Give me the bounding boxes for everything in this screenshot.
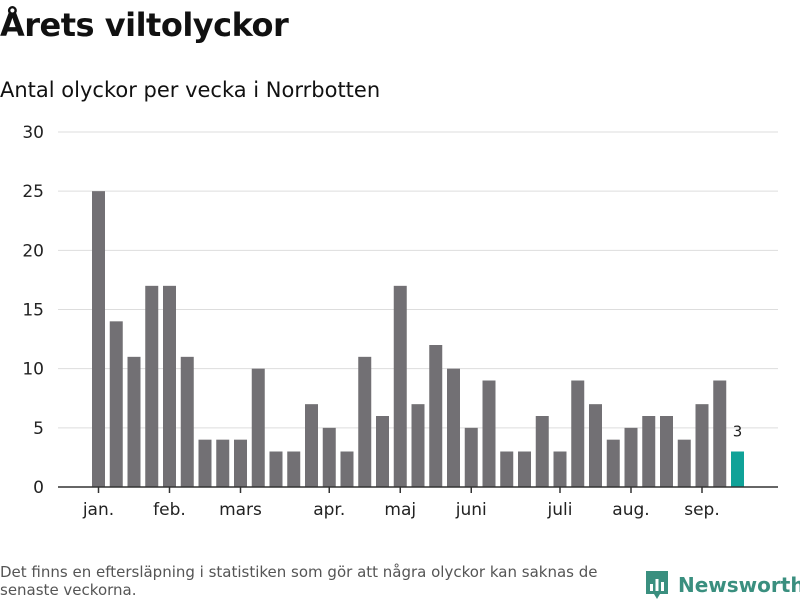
- bar: [677, 439, 691, 487]
- bar: [589, 404, 602, 487]
- brand-name: Newsworthy: [678, 573, 800, 597]
- bar: [393, 285, 407, 487]
- bar: [518, 451, 531, 487]
- x-tick-label: jan.: [82, 500, 114, 520]
- bar: [642, 416, 656, 487]
- y-tick-label: 0: [33, 478, 44, 498]
- bar: [180, 356, 194, 487]
- bar: [216, 439, 230, 487]
- x-tick-label: aug.: [612, 500, 649, 520]
- bar: [358, 356, 372, 487]
- newsworthy-logo-icon: [646, 571, 668, 599]
- y-tick-label: 30: [22, 123, 44, 143]
- bar: [127, 356, 141, 487]
- bar: [553, 451, 567, 487]
- y-tick-label: 15: [22, 301, 44, 321]
- bar-value-label: 3: [733, 423, 743, 441]
- bar: [287, 451, 301, 487]
- bar: [269, 451, 283, 487]
- bar: [322, 427, 336, 487]
- bar: [340, 451, 354, 487]
- bar: [376, 416, 389, 487]
- chart-subtitle: Antal olyckor per vecka i Norrbotten: [0, 78, 381, 102]
- bar: [305, 404, 318, 487]
- x-tick-label: mars: [219, 500, 262, 520]
- bar: [429, 345, 443, 487]
- bar: [606, 439, 620, 487]
- bar: [447, 368, 460, 487]
- bar: [624, 427, 638, 487]
- y-tick-label: 25: [22, 182, 44, 202]
- bar: [411, 404, 425, 487]
- y-tick-label: 10: [22, 360, 44, 380]
- bar: [109, 321, 123, 487]
- bar: [713, 380, 727, 487]
- y-tick-label: 5: [33, 419, 44, 439]
- bar: [251, 368, 265, 487]
- bar: [92, 191, 105, 487]
- bar: [660, 416, 673, 487]
- y-tick-label: 20: [22, 241, 44, 261]
- bar: [163, 285, 176, 487]
- x-tick-label: sep.: [684, 500, 720, 520]
- x-tick-label: juli: [547, 500, 573, 520]
- bar: [571, 380, 585, 487]
- x-tick-label: maj: [384, 500, 416, 520]
- bar-chart: 0 5 10 15 20 25 30 3 jan. feb. mars apr. maj juni juli…: [22, 123, 778, 520]
- bar: [500, 451, 514, 487]
- bar-current-week: [731, 451, 744, 487]
- bar: [695, 404, 709, 487]
- bar: [198, 439, 212, 487]
- brand-logo[interactable]: Newsworthy: [644, 569, 800, 601]
- bar: [145, 285, 159, 487]
- bar: [464, 427, 478, 487]
- footnote: Det finns en eftersläpning i statistiken…: [0, 563, 598, 599]
- x-tick-label: juni: [455, 500, 487, 520]
- bar: [535, 416, 549, 487]
- bar: [482, 380, 496, 487]
- x-tick-label: feb.: [153, 500, 186, 520]
- x-tick-label: apr.: [313, 500, 345, 520]
- chart-title: Årets viltolyckor: [0, 6, 289, 44]
- bar: [234, 439, 247, 487]
